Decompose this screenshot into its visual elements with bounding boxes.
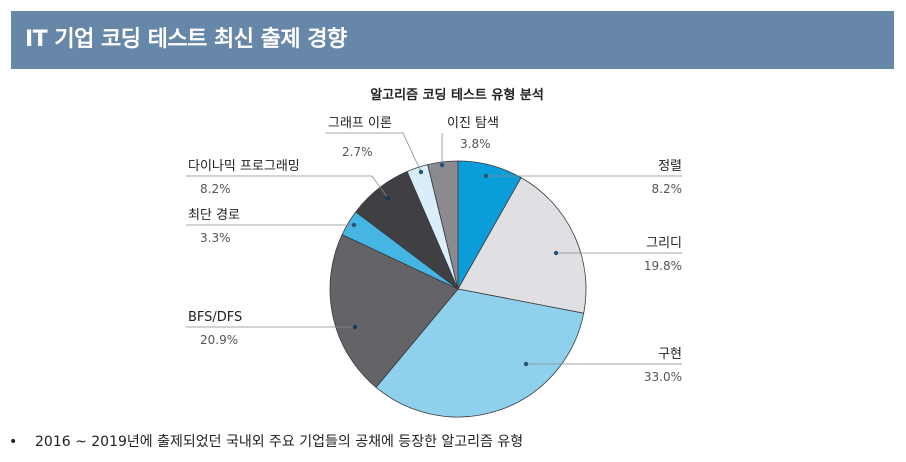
slice-value-label: 3.8% (460, 137, 491, 151)
slice-marker-dot (352, 324, 358, 330)
slice-marker-dot (418, 169, 424, 175)
page-title: IT 기업 코딩 테스트 최신 출제 경향 (25, 27, 347, 52)
slice-marker-dot (553, 250, 559, 256)
slice-value-label: 2.7% (342, 145, 373, 159)
slice-label: 다이나믹 프로그래밍 (188, 159, 300, 174)
leader-line (325, 132, 422, 173)
pie-slice (375, 288, 585, 418)
footnote-text: 2016 ~ 2019년에 출제되었던 국내외 주요 기업들의 공채에 등장한 … (35, 434, 524, 450)
slice-label: 그래프 이론 (328, 116, 392, 131)
slice-label: 최단 경로 (188, 208, 240, 223)
slice-value-label: 33.0% (644, 370, 682, 384)
header-banner: IT 기업 코딩 테스트 최신 출제 경향 (11, 11, 894, 69)
slice-value-label: 8.2% (200, 182, 231, 196)
pie-slice (457, 177, 587, 314)
slice-value-label: 19.8% (644, 259, 682, 273)
pie-slice (427, 160, 459, 290)
slice-marker-dot (523, 361, 529, 367)
slice-label: BFS/DFS (188, 310, 242, 325)
footnote-bullet: • (9, 434, 18, 450)
slice-label: 구현 (658, 347, 682, 362)
footnote: • 2016 ~ 2019년에 출제되었던 국내외 주요 기업들의 공채에 등장한… (9, 431, 523, 451)
pie-slice (329, 234, 459, 388)
slice-marker-dot (351, 222, 357, 228)
chart-title: 알고리즘 코딩 테스트 유형 분석 (370, 87, 544, 103)
slice-value-label: 20.9% (200, 333, 238, 347)
slice-value-label: 3.3% (200, 231, 231, 245)
slice-marker-dot (439, 162, 445, 168)
slice-label: 이진 탐색 (447, 116, 499, 131)
slice-marker-dot (385, 195, 391, 201)
slice-label: 그리디 (646, 236, 682, 251)
slice-label: 정렬 (658, 159, 682, 174)
slice-marker-dot (483, 173, 489, 179)
slice-value-label: 8.2% (652, 182, 683, 196)
leader-line (186, 175, 389, 199)
